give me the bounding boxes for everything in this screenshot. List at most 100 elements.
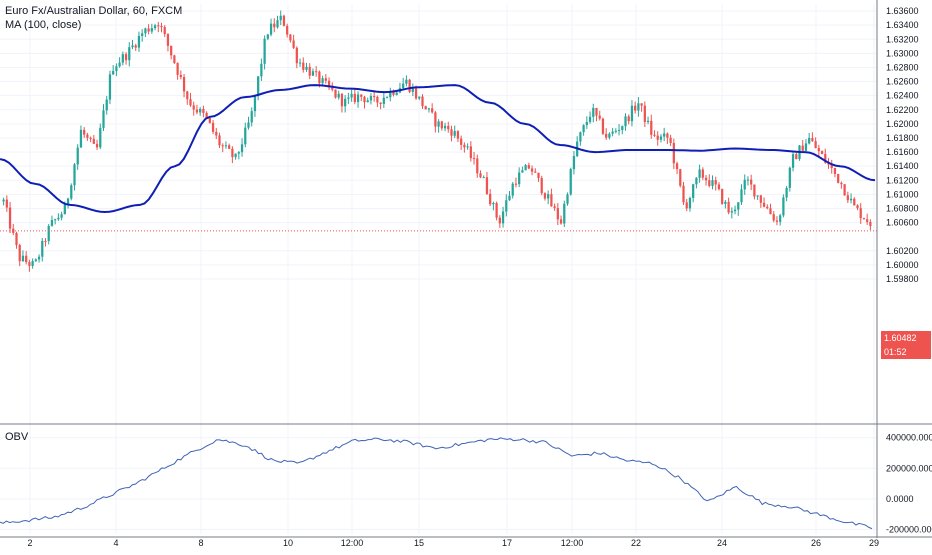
- candle-body: [634, 105, 637, 111]
- candle-body: [402, 83, 405, 89]
- candle-body: [41, 240, 44, 257]
- candle-body: [308, 66, 311, 76]
- candle-body: [366, 100, 369, 103]
- obv-tick-label: 200000.0000: [886, 463, 932, 473]
- candle-body: [801, 145, 804, 151]
- price-tick-label: 1.62200: [886, 105, 919, 115]
- candle-body: [820, 151, 824, 154]
- candle-body: [240, 144, 244, 153]
- candle-body: [698, 169, 701, 178]
- candle-body: [614, 130, 617, 132]
- candle-body: [150, 28, 153, 32]
- candle-body: [160, 26, 163, 28]
- candle-body: [553, 206, 556, 209]
- candle-body: [418, 96, 421, 99]
- candle-body: [846, 195, 849, 201]
- candle-body: [266, 34, 269, 39]
- candle-body: [134, 45, 137, 48]
- candle-body: [485, 177, 489, 194]
- candle-body: [788, 167, 791, 188]
- candle-body: [202, 108, 205, 113]
- candle-body: [469, 146, 472, 159]
- candle-body: [759, 195, 762, 203]
- candle-body: [147, 28, 150, 32]
- candle-body: [392, 91, 395, 95]
- candle-body: [179, 74, 182, 78]
- candle-body: [34, 259, 37, 262]
- candle-body: [137, 35, 141, 48]
- symbol-title[interactable]: Euro Fx/Australian Dollar, 60, FXCM: [5, 5, 183, 17]
- candle-body: [572, 156, 576, 170]
- price-tick-label: 1.62600: [886, 77, 919, 87]
- obv-label[interactable]: OBV: [5, 431, 29, 443]
- candle-body: [163, 27, 166, 35]
- candle-body: [47, 225, 50, 242]
- candle-body: [833, 167, 837, 174]
- candle-body: [424, 106, 427, 110]
- candle-body: [849, 198, 853, 201]
- candle-body: [25, 255, 28, 263]
- candle-body: [737, 202, 740, 210]
- candle-body: [653, 134, 656, 136]
- candle-body: [501, 211, 505, 224]
- candle-body: [321, 78, 324, 84]
- candle-body: [112, 71, 115, 75]
- price-tick-label: 1.63000: [886, 48, 919, 58]
- candle-body: [447, 125, 450, 130]
- candle-body: [170, 45, 173, 56]
- candle-body: [199, 108, 202, 113]
- candle-body: [431, 108, 434, 113]
- candle-body: [144, 28, 147, 34]
- indicator-label[interactable]: MA (100, close): [5, 19, 82, 31]
- candle-body: [637, 103, 640, 111]
- candle-body: [124, 54, 128, 61]
- price-tick-label: 1.62800: [886, 62, 919, 72]
- candle-body: [672, 142, 675, 164]
- candle-body: [569, 169, 572, 195]
- candle-body: [743, 179, 746, 190]
- candle-body: [292, 40, 295, 48]
- candle-body: [298, 62, 302, 64]
- candle-body: [592, 107, 595, 117]
- candle-body: [434, 112, 437, 127]
- candle-body: [263, 38, 266, 64]
- candle-body: [598, 115, 601, 119]
- candle-body: [189, 99, 192, 106]
- candle-body: [601, 118, 605, 134]
- candle-body: [717, 184, 721, 190]
- candle-body: [244, 127, 247, 145]
- price-tick-label: 1.60600: [886, 218, 919, 228]
- candle-body: [186, 91, 189, 100]
- candle-body: [505, 200, 508, 212]
- candle-body: [92, 138, 95, 144]
- candle-body: [611, 131, 614, 134]
- candle-body: [514, 183, 518, 185]
- candle-body: [421, 96, 424, 107]
- candle-body: [482, 177, 485, 179]
- candle-body: [772, 214, 775, 221]
- candle-body: [563, 203, 566, 224]
- candle-body: [176, 63, 179, 75]
- candle-body: [192, 105, 195, 110]
- time-tick-label: 4: [113, 538, 118, 548]
- candle-body: [105, 99, 108, 111]
- candle-body: [669, 137, 672, 143]
- moving-average-line: [0, 84, 876, 214]
- obv-tick-label: 0.0000: [886, 494, 914, 504]
- candle-body: [234, 153, 237, 158]
- price-tick-label: 1.61400: [886, 161, 919, 171]
- candle-body: [476, 158, 479, 174]
- time-tick-label: 2: [27, 538, 32, 548]
- candle-body: [740, 189, 743, 203]
- candle-body: [814, 141, 817, 149]
- candle-body: [89, 137, 92, 139]
- candle-body: [195, 109, 199, 113]
- candle-body: [540, 178, 543, 194]
- candle-body: [166, 34, 170, 46]
- candle-body: [530, 168, 534, 172]
- candle-body: [79, 129, 83, 148]
- time-tick-label: 8: [198, 538, 203, 548]
- candle-body: [427, 108, 431, 110]
